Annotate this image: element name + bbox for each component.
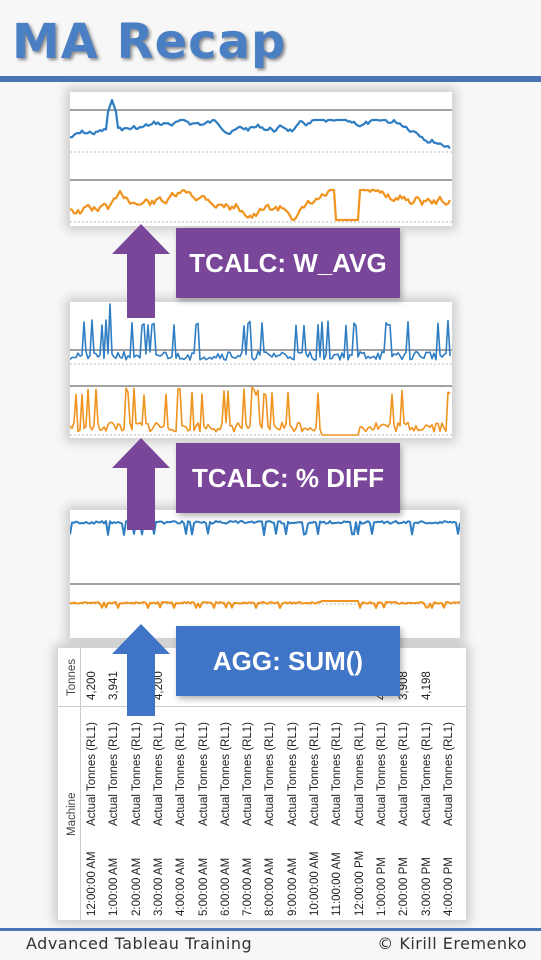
agg-orange-series [70, 600, 460, 609]
table-cell-time: 1:00:00 AM [108, 857, 121, 916]
table-cell-machine: Actual Tonnes (RL1) [86, 722, 98, 826]
table-cell-time: 2:00:00 PM [398, 857, 411, 916]
table-cell-time: 12:00:00 AM [86, 851, 98, 916]
table-cell-time: 9:00:00 AM [286, 857, 299, 916]
table-cell-time: 1:00:00 PM [375, 857, 388, 916]
table-cell-machine: Actual Tonnes (RL1) [219, 722, 232, 826]
pdiff-chart-panel [70, 302, 452, 438]
table-row-divider [58, 706, 466, 707]
table-header-tonnes: Tonnes [66, 658, 78, 696]
callout-wavg: TCALC: W_AVG [176, 228, 400, 298]
table-cell-machine: Actual Tonnes (RL1) [197, 722, 210, 826]
wavg-orange-series [70, 188, 451, 222]
table-cell-tonnes: 4,198 [420, 671, 433, 700]
wavg-chart [70, 98, 452, 223]
footer-copyright: © Kirill Eremenko [377, 934, 527, 953]
pdiff-orange-series [70, 386, 451, 436]
page-title: MA Recap [12, 14, 287, 70]
table-cell-machine: Actual Tonnes (RL1) [108, 722, 121, 826]
table-cell-machine: Actual Tonnes (RL1) [286, 722, 299, 826]
table-cell-time: 4:00:00 AM [175, 857, 188, 916]
table-cell-machine: Actual Tonnes (RL1) [353, 722, 366, 826]
table-cell-machine: Actual Tonnes (RL1) [398, 722, 411, 826]
table-cell-time: 3:00:00 AM [152, 857, 165, 916]
table-cell-time: 4:00:00 PM [442, 857, 455, 916]
wavg-chart-panel [70, 92, 452, 226]
callout-agg: AGG: SUM() [176, 626, 400, 696]
table-cell-time: 6:00:00 AM [219, 857, 232, 916]
table-cell-machine: Actual Tonnes (RL1) [130, 722, 143, 826]
table-cell-machine: Actual Tonnes (RL1) [375, 722, 388, 826]
table-header-machine: Machine [66, 792, 78, 836]
agg-chart-panel [70, 510, 460, 638]
table-cell-time: 5:00:00 AM [197, 857, 210, 916]
pdiff-blue-series [70, 303, 451, 361]
pdiff-chart [70, 303, 452, 436]
up-arrow-blue [112, 624, 170, 716]
table-cell-machine: Actual Tonnes (RL1) [152, 722, 165, 826]
wavg-blue-series [70, 98, 451, 150]
table-cell-machine: Actual Tonnes (RL1) [442, 722, 455, 826]
table-header-divider [80, 648, 81, 920]
table-cell-tonnes: 4,200 [86, 671, 98, 700]
table-cell-time: 11:00:00 AM [331, 852, 344, 916]
table-cell-machine: Actual Tonnes (RL1) [420, 722, 433, 826]
table-cell-machine: Actual Tonnes (RL1) [331, 722, 344, 826]
table-cell-machine: Actual Tonnes (RL1) [175, 722, 188, 826]
footer-rule [0, 928, 541, 931]
footer-course: Advanced Tableau Training [26, 934, 253, 953]
table-cell-time: 12:00:00 PM [353, 850, 366, 916]
title-rule [0, 76, 541, 82]
table-cell-time: 2:00:00 AM [130, 857, 143, 916]
table-cell-time: 10:00:00 AM [309, 851, 321, 916]
table-cell-time: 8:00:00 AM [264, 857, 277, 916]
table-cell-machine: Actual Tonnes (RL1) [264, 722, 277, 826]
table-cell-time: 7:00:00 AM [242, 857, 255, 916]
table-cell-machine: Actual Tonnes (RL1) [309, 722, 321, 826]
table-cell-time: 3:00:00 PM [420, 857, 433, 916]
table-cell-machine: Actual Tonnes (RL1) [242, 722, 255, 826]
up-arrow-purple-top [112, 224, 170, 318]
callout-pdiff: TCALC: % DIFF [176, 443, 400, 513]
up-arrow-purple-middle [112, 438, 170, 530]
